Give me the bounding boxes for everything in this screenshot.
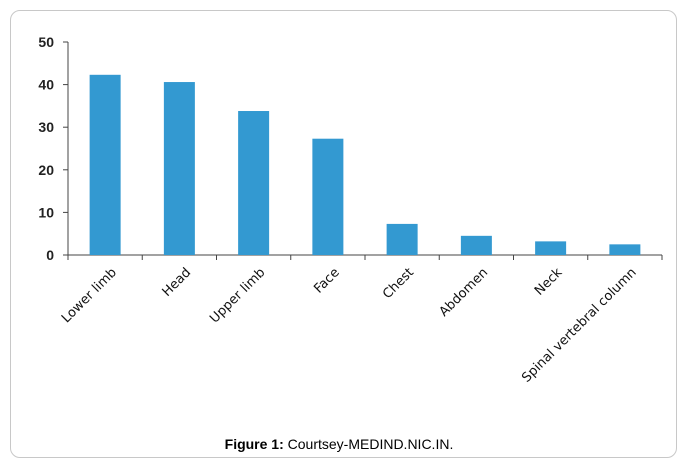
- y-tick-label: 20: [38, 162, 54, 178]
- y-tick-label: 30: [38, 119, 54, 135]
- x-tick-label: Upper limb: [207, 265, 268, 326]
- y-tick-label: 50: [38, 34, 54, 50]
- bar: [386, 223, 418, 255]
- y-axis-ticks: 0 10 20 30 40 50: [38, 34, 68, 263]
- bars: [89, 74, 641, 256]
- bar: [535, 241, 567, 255]
- y-tick-label: 0: [46, 247, 54, 263]
- x-tick-label: Lower limb: [59, 265, 120, 326]
- x-tick-label: Abdomen: [437, 265, 492, 320]
- x-tick-label: Neck: [532, 265, 566, 299]
- y-tick-label: 10: [38, 204, 54, 220]
- bar-chart: 0 10 20 30 40 50 Lower limb Head Upper limb Face…: [38, 34, 663, 386]
- y-tick-label: 40: [38, 77, 54, 93]
- bar: [312, 138, 344, 255]
- figure-frame: [10, 10, 677, 458]
- bar: [238, 111, 270, 256]
- chart-axes: [63, 42, 663, 260]
- figure-caption: Figure 1: Courtsey-MEDIND.NIC.IN.: [0, 436, 678, 452]
- bar: [89, 74, 121, 255]
- bar: [163, 82, 195, 255]
- caption-label: Figure 1:: [224, 436, 284, 452]
- bar: [460, 235, 492, 255]
- x-axis-labels: Lower limb Head Upper limb Face Chest Abdomen…: [59, 265, 640, 386]
- bar: [609, 244, 641, 255]
- caption-text: Courtsey-MEDIND.NIC.IN.: [283, 436, 454, 452]
- x-tick-label: Face: [311, 265, 342, 296]
- x-tick-label: Head: [160, 265, 195, 300]
- x-tick-label: Chest: [380, 265, 417, 302]
